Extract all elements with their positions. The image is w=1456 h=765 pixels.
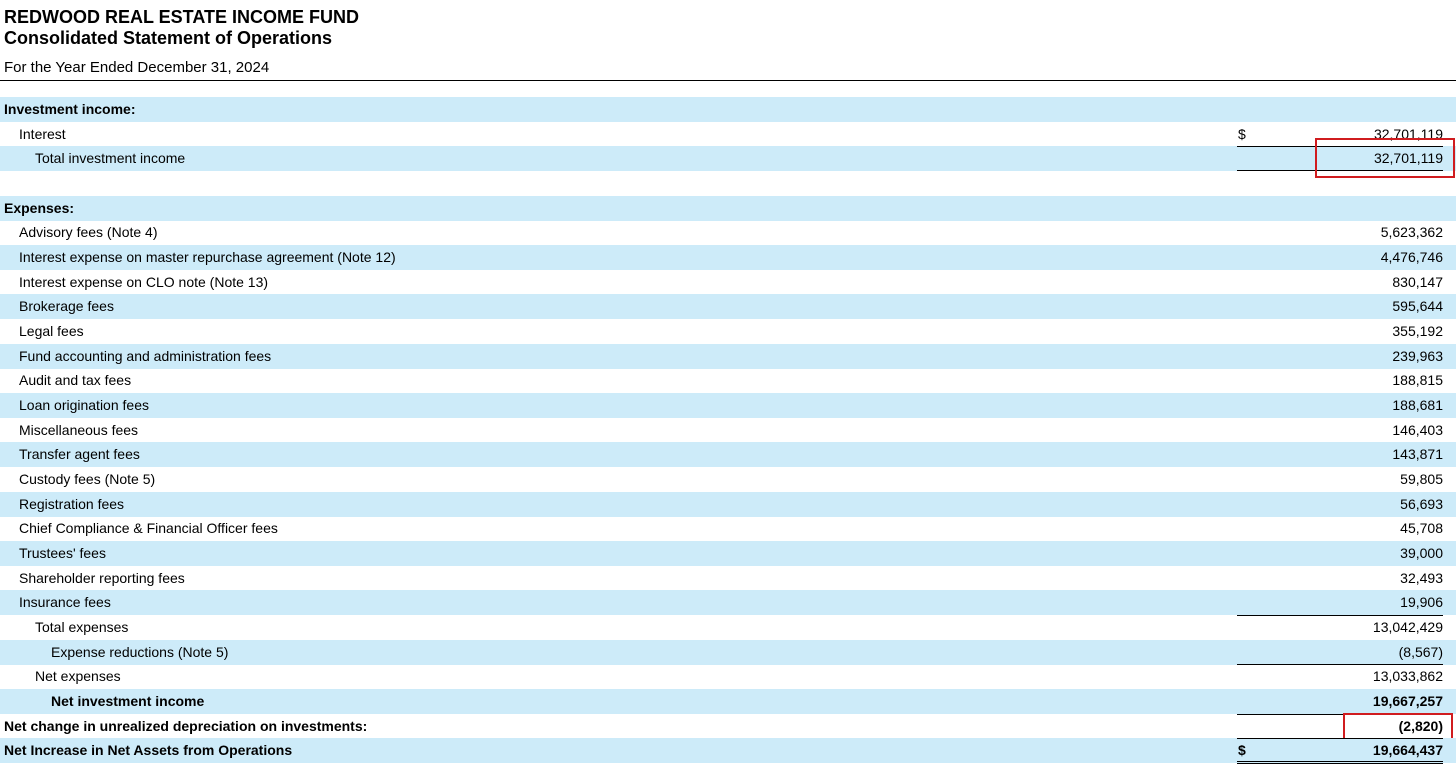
amount: 19,664,437 [1372, 742, 1443, 759]
row-label: Net Increase in Net Assets from Operatio… [4, 742, 293, 759]
statement-row: Net expenses 13,033,862 [0, 664, 1456, 689]
statement-row: Trustees' fees 39,000 [0, 541, 1456, 567]
rule [0, 80, 1456, 81]
row-label: Brokerage fees [19, 298, 114, 315]
statement-row: Miscellaneous fees 146,403 [0, 418, 1456, 443]
statement-row: Advisory fees (Note 4) 5,623,362 [0, 220, 1456, 245]
section-heading: Investment income: [4, 101, 136, 117]
amount: (2,820) [1398, 717, 1443, 734]
statement-row: Shareholder reporting fees 32,493 [0, 566, 1456, 591]
statement-row: Custody fees (Note 5) 59,805 [0, 467, 1456, 492]
double-underline [1237, 763, 1443, 765]
row-label: Interest expense on master repurchase ag… [19, 249, 396, 266]
row-label: Total investment income [35, 150, 186, 167]
amount: 188,681 [1392, 397, 1443, 414]
amount: 4,476,746 [1380, 249, 1443, 266]
row-label: Loan origination fees [19, 397, 149, 414]
amount: 45,708 [1400, 520, 1443, 537]
row-label: Audit and tax fees [19, 372, 132, 389]
underline [1237, 738, 1443, 740]
currency-sign: $ [1238, 125, 1246, 142]
section-row: Expenses: [0, 195, 1456, 221]
period: For the Year Ended December 31, 2024 [4, 59, 270, 76]
section-heading: Expenses: [4, 199, 75, 216]
row-label: Net expenses [35, 668, 121, 685]
row-label: Shareholder reporting fees [19, 569, 185, 586]
amount: 32,701,119 [1373, 125, 1443, 142]
double-underline [1237, 761, 1443, 763]
amount: 355,192 [1392, 323, 1443, 340]
statement-row: Interest expense on master repurchase ag… [0, 245, 1456, 271]
amount: 146,403 [1392, 421, 1443, 438]
row-label: Total expenses [35, 619, 129, 636]
row-label: Trustees' fees [19, 545, 106, 562]
row-label: Fund accounting and administration fees [19, 347, 272, 364]
amount: 39,000 [1400, 545, 1443, 562]
amount: 19,667,257 [1372, 693, 1443, 710]
statement-row: Chief Compliance & Financial Officer fee… [0, 516, 1456, 541]
statement-row: Loan origination fees 188,681 [0, 393, 1456, 419]
highlight-box [1315, 138, 1455, 179]
row-label: Legal fees [19, 323, 84, 340]
row-label: Custody fees (Note 5) [19, 471, 156, 488]
statement-row: Expense reductions (Note 5) (8,567) [0, 639, 1456, 665]
amount: 13,033,862 [1372, 668, 1443, 685]
row-label: Net change in unrealized depreciation on… [4, 717, 368, 734]
underline [1237, 170, 1443, 171]
underline [1237, 146, 1443, 148]
statement-row: Total expenses 13,042,429 [0, 615, 1456, 640]
row-label: Advisory fees (Note 4) [19, 224, 158, 241]
row-label: Miscellaneous fees [19, 421, 139, 438]
statement-row: Insurance fees 19,906 [0, 590, 1456, 616]
amount: 32,493 [1400, 569, 1443, 586]
row-label: Insurance fees [19, 594, 111, 611]
statement-row: Fund accounting and administration fees 2… [0, 343, 1456, 369]
row-label: Interest [19, 125, 66, 142]
amount: 56,693 [1400, 495, 1443, 512]
statement-row: Net change in unrealized depreciation on… [0, 714, 1456, 739]
section-row: Investment income: [0, 97, 1456, 122]
row-label: Chief Compliance & Financial Officer fee… [19, 520, 278, 537]
amount: 32,701,119 [1373, 150, 1443, 167]
statement-row: Total investment income 32,701,119 [0, 146, 1456, 172]
underline [1237, 664, 1443, 666]
amount: (8,567) [1398, 643, 1443, 660]
statement-row: Net investment income 19,667,257 [0, 689, 1456, 715]
statement-row: Transfer agent fees 143,871 [0, 442, 1456, 468]
statement-row: Registration fees 56,693 [0, 491, 1456, 517]
amount: 5,623,362 [1380, 224, 1443, 241]
row-label: Net investment income [51, 693, 205, 710]
row-label: Interest expense on CLO note (Note 13) [19, 273, 269, 290]
amount: 19,906 [1400, 594, 1443, 611]
amount: 595,644 [1392, 298, 1443, 315]
highlight-box [1343, 712, 1453, 741]
amount: 188,815 [1392, 372, 1443, 389]
row-label: Registration fees [19, 495, 125, 512]
underline [1237, 615, 1443, 617]
statement-row: Legal fees 355,192 [0, 319, 1456, 344]
amount: 13,042,429 [1372, 619, 1443, 636]
underline [1237, 713, 1443, 715]
row-label: Expense reductions (Note 5) [51, 643, 229, 660]
statement-row: Brokerage fees 595,644 [0, 294, 1456, 320]
statement-row: Interest expense on CLO note (Note 13) 83… [0, 270, 1456, 295]
currency-sign: $ [1238, 742, 1246, 759]
amount: 59,805 [1400, 471, 1443, 488]
title: REDWOOD REAL ESTATE INCOME FUND [4, 7, 359, 27]
amount: 830,147 [1392, 273, 1443, 290]
statement-row: Net Increase in Net Assets from Operatio… [0, 738, 1456, 764]
statement-row: Interest $32,701,119 [0, 122, 1456, 147]
row-label: Transfer agent fees [19, 446, 140, 463]
subtitle: Consolidated Statement of Operations [4, 28, 333, 48]
statement-row: Audit and tax fees 188,815 [0, 368, 1456, 393]
amount: 143,871 [1392, 446, 1443, 463]
amount: 239,963 [1392, 347, 1443, 364]
